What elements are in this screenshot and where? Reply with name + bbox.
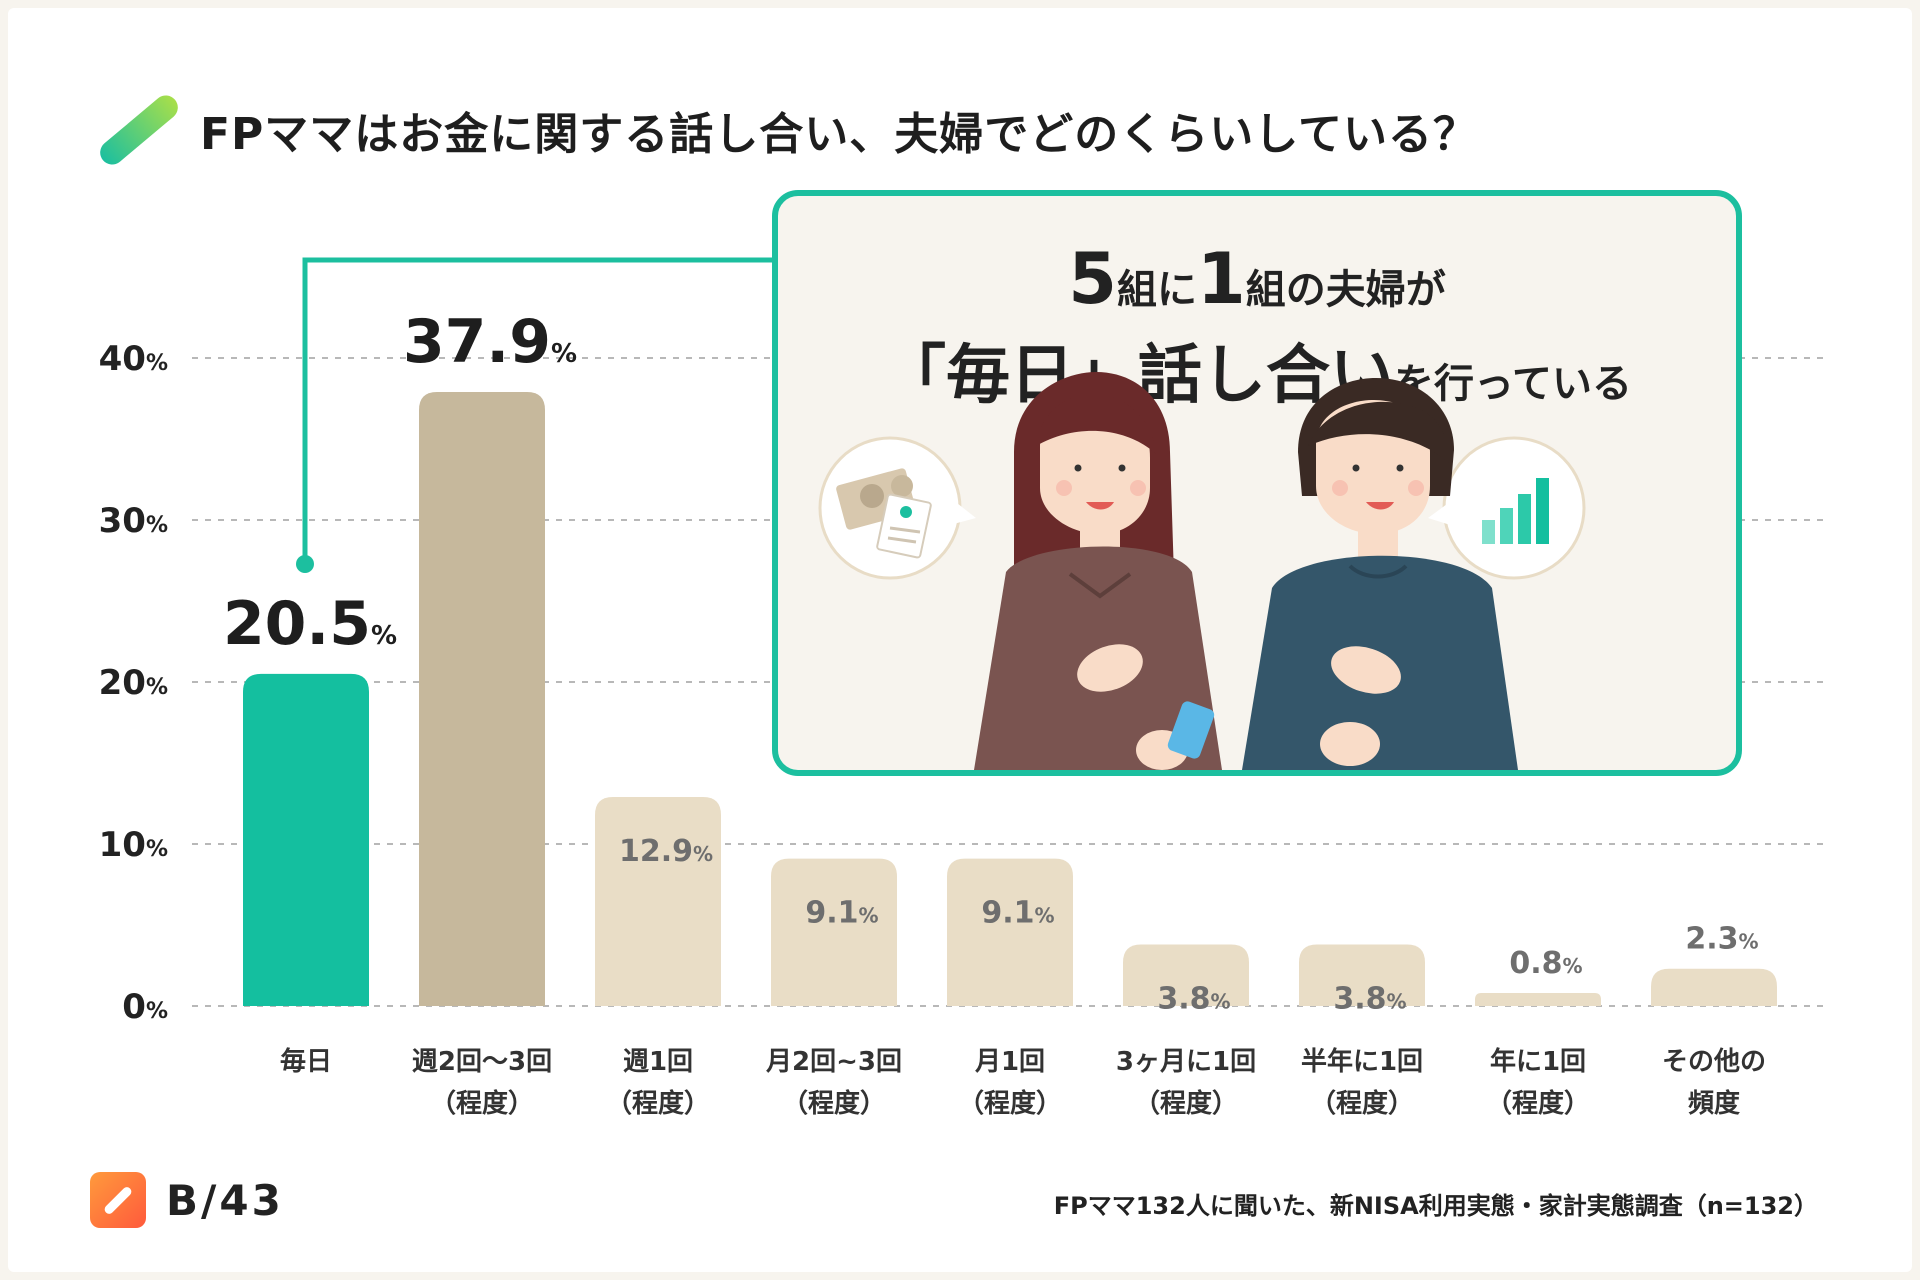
- bar: [419, 392, 545, 1006]
- callout-number-2: 1: [1197, 238, 1246, 320]
- category-label: （程度）: [1310, 1088, 1414, 1119]
- value-label: 12.9%: [619, 834, 713, 869]
- y-tick-label: 10%: [99, 825, 168, 865]
- phone-icon: [1167, 701, 1215, 759]
- value-label: 20.5%: [223, 589, 397, 659]
- callout-number-1: 5: [1068, 238, 1117, 320]
- category-label: 月1回: [974, 1047, 1045, 1077]
- bar: [771, 858, 897, 1006]
- money-bubble-icon: [818, 436, 976, 580]
- callout-text-1: 組に: [1117, 267, 1197, 313]
- category-label: 月2回~3回: [765, 1047, 902, 1077]
- bar: [1475, 993, 1601, 1006]
- callout-text-2: 組の夫婦が: [1245, 267, 1446, 313]
- value-label: 3.8%: [1157, 981, 1230, 1016]
- category-label: （程度）: [606, 1088, 710, 1119]
- bars: 20.5% 37.9% 12.9% 9.1% 9.1% 3.8% 3.8% 0.8% 2.3%: [223, 307, 1777, 1016]
- callout-box: 5組に1組の夫婦が 「毎日」話し合いを行っている: [772, 190, 1742, 776]
- callout-suffix: を行っている: [1394, 361, 1632, 407]
- category-label: （程度）: [1134, 1088, 1238, 1119]
- bar: [595, 797, 721, 1006]
- y-axis-ticks: 0% 10% 20% 30% 40%: [99, 339, 168, 1027]
- callout-connector: [296, 257, 772, 573]
- category-label: 頻度: [1688, 1088, 1740, 1119]
- bar: [1123, 944, 1249, 1006]
- category-label: その他の: [1662, 1047, 1766, 1077]
- category-label: 半年に1回: [1301, 1046, 1423, 1077]
- y-tick-label: 40%: [99, 339, 168, 379]
- category-label: 3ヶ月に1回: [1116, 1047, 1256, 1077]
- y-tick-label: 30%: [99, 501, 168, 541]
- growth-chart-bubble-icon: [1428, 436, 1586, 580]
- value-label: 9.1%: [981, 896, 1054, 931]
- value-label: 0.8%: [1509, 946, 1582, 981]
- category-label: 週1回: [623, 1047, 693, 1077]
- category-label: （程度）: [782, 1088, 886, 1119]
- value-label: 3.8%: [1333, 981, 1406, 1016]
- y-tick-label: 0%: [122, 987, 168, 1027]
- category-label: （程度）: [1486, 1088, 1590, 1119]
- callout-headline-1: 5組に1組の夫婦が: [778, 238, 1736, 320]
- bar: [1651, 968, 1777, 1006]
- value-label: 37.9%: [403, 307, 577, 377]
- source-note: FPママ132人に聞いた、新NISA利用実態・家計実態調査（n=132）: [1053, 1192, 1818, 1220]
- bar: [947, 858, 1073, 1006]
- woman-figure: [974, 372, 1222, 770]
- y-tick-label: 20%: [99, 663, 168, 703]
- category-label: （程度）: [430, 1088, 534, 1119]
- bar: [1299, 944, 1425, 1006]
- category-labels: 毎日 週2回〜3回 （程度） 週1回 （程度） 月2回~3回 （程度） 月1回 （程度） 3ヶ月に…: [280, 1046, 1766, 1119]
- category-label: （程度）: [958, 1088, 1062, 1119]
- category-label: 毎日: [280, 1047, 332, 1077]
- value-label: 9.1%: [805, 896, 878, 931]
- brand-name: B/43: [166, 1176, 284, 1225]
- category-label: 週2回〜3回: [412, 1047, 552, 1077]
- category-label: 年に1回: [1490, 1046, 1586, 1077]
- value-label: 2.3%: [1685, 922, 1758, 957]
- bar: [243, 673, 369, 1006]
- couple-illustration: [818, 372, 1586, 770]
- man-figure: [1242, 378, 1518, 770]
- chart-title: FPママはお金に関する話し合い、夫婦でどのくらいしている？: [200, 109, 1478, 160]
- brand-logo-icon: [90, 1172, 146, 1228]
